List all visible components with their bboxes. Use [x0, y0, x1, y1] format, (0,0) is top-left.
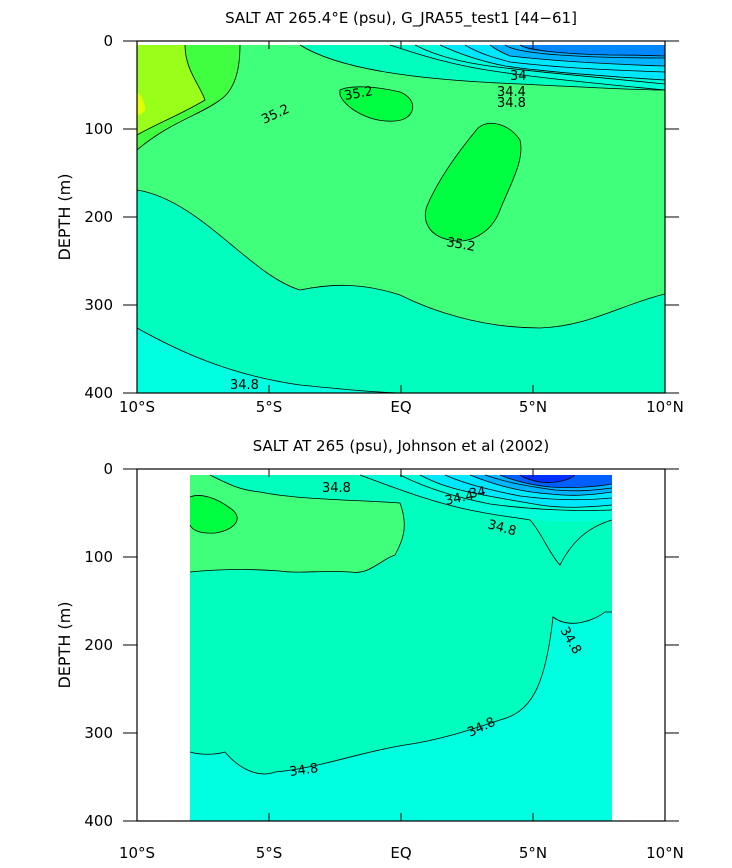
panel-2-y-tick-label: 300 — [84, 724, 113, 742]
panel-1-region-350 — [137, 45, 665, 328]
panel-2-y-tick-labels: 0 100 200 300 400 — [84, 460, 113, 830]
panel-2-contour-350 — [189, 474, 405, 573]
panel-1-contour-334 — [519, 44, 665, 57]
panel-1-clabel: 34.8 — [497, 96, 526, 111]
panel-2-fill — [137, 469, 665, 821]
panel-2-y-tick-label: 400 — [84, 812, 113, 830]
panel-1-contour-346 — [389, 44, 665, 91]
panel-1-x-tick-label: 10°N — [646, 398, 684, 416]
panel-2-contour-336 — [484, 474, 613, 492]
panel-1-x-tick-label: 5°N — [519, 398, 547, 416]
panel-1-contour-348-deep — [137, 327, 401, 393]
panel-2-x-tick-label: EQ — [390, 844, 411, 862]
panel-2-region-330 — [520, 475, 575, 483]
panel-2-x-ticks — [136, 469, 666, 821]
panel-2-x-tick-labels: 10°S 5°S EQ 5°N 10°N — [119, 844, 684, 862]
panel-1-contour-354 — [137, 44, 241, 151]
panel-2-clabel: 34.8 — [322, 481, 351, 496]
panel-1-region-358 — [137, 92, 146, 115]
panel-1-clabel: 35.2 — [445, 235, 476, 255]
panel-1-x-tick-label: 5°S — [256, 398, 283, 416]
panel-1-y-tick-label: 200 — [84, 208, 113, 226]
panel-1-clabel: 34 — [510, 69, 527, 84]
panel-1-y-tick-label: 0 — [103, 32, 113, 50]
panel-1-y-tick-label: 300 — [84, 296, 113, 314]
panel-2-y-tick-label: 200 — [84, 636, 113, 654]
panel-2-contour-338 — [469, 474, 613, 496]
panel-1-contour-340 — [464, 44, 665, 73]
panel-1-y-axis-label: DEPTH (m) — [55, 173, 74, 260]
panel-2-y-tick-label: 100 — [84, 548, 113, 566]
panel-2-x-tick-label: 5°S — [256, 844, 283, 862]
panel-1-contour-350-lower — [137, 189, 665, 329]
panel-2-y-tick-label: 0 — [103, 460, 113, 478]
panel-1-x-tick-label: 10°S — [119, 398, 155, 416]
panel-1-title: SALT AT 265.4°E (psu), G_JRA55_test1 [44… — [225, 9, 577, 28]
panel-2-title: SALT AT 265 (psu), Johnson et al (2002) — [253, 437, 550, 455]
panel-1-clabel: 34.8 — [230, 378, 259, 393]
panel-1-contour-342 — [439, 44, 665, 81]
panel-1-y-tick-labels: 0 100 200 300 400 — [84, 32, 113, 402]
panel-1-contour-344 — [414, 44, 665, 85]
panel-1-fill — [137, 41, 665, 393]
panel-1-clabel: 34.4 — [497, 85, 526, 100]
panel-1-region-334 — [520, 45, 665, 56]
panel-2-contour-344 — [399, 474, 613, 511]
panel-1-x-tick-labels: 10°S 5°S EQ 5°N 10°N — [119, 398, 684, 416]
panel-2-contour-352 — [189, 495, 238, 534]
panel-1-x-tick-label: EQ — [390, 398, 411, 416]
panel-2-contour-346 — [359, 474, 613, 566]
panel-1-y-tick-label: 400 — [84, 384, 113, 402]
panel-2-contour-348-deep — [189, 611, 612, 775]
panel-2-region-deep — [190, 612, 612, 821]
panel-2-region-350 — [190, 475, 405, 573]
panel-1-contour-352a — [339, 86, 413, 122]
panel-2-y-axis-label: DEPTH (m) — [55, 601, 74, 688]
panel-2-contour-340 — [444, 474, 613, 501]
panel-2-contour-342 — [419, 474, 613, 508]
panel-1-region-352b — [425, 123, 521, 242]
panel-1-contour-356 — [137, 44, 206, 136]
panel-2: SALT AT 265 (psu), Johnson et al (2002) — [55, 437, 684, 862]
panel-2-clabel: 34.4 — [444, 488, 475, 509]
panel-1-clabel: 35.2 — [343, 84, 374, 104]
panel-1: SALT AT 265.4°E (psu), G_JRA55_test1 [44… — [55, 9, 684, 416]
panel-1-y-ticks — [123, 40, 679, 394]
panel-2-clabel: 34 — [468, 484, 487, 502]
panel-1-contour-338 — [489, 44, 665, 67]
panel-2-clabel: 34.8 — [486, 517, 518, 539]
panel-2-contour-330 — [519, 474, 576, 483]
panel-1-contour-352b — [424, 123, 522, 242]
panel-2-y-ticks — [123, 468, 679, 822]
panel-1-region-356 — [137, 45, 205, 135]
panel-2-contour-334 — [499, 474, 613, 488]
panel-1-y-tick-label: 100 — [84, 120, 113, 138]
panel-1-contour-336 — [504, 44, 665, 59]
panel-2-x-tick-label: 10°N — [646, 844, 684, 862]
panel-2-x-tick-label: 10°S — [119, 844, 155, 862]
panel-2-x-tick-label: 5°N — [519, 844, 547, 862]
panel-1-region-deep — [137, 328, 400, 393]
panel-1-x-ticks — [136, 41, 666, 393]
panel-2-clabel: 34.8 — [288, 761, 319, 780]
panel-1-contour-350-upper — [299, 44, 665, 91]
